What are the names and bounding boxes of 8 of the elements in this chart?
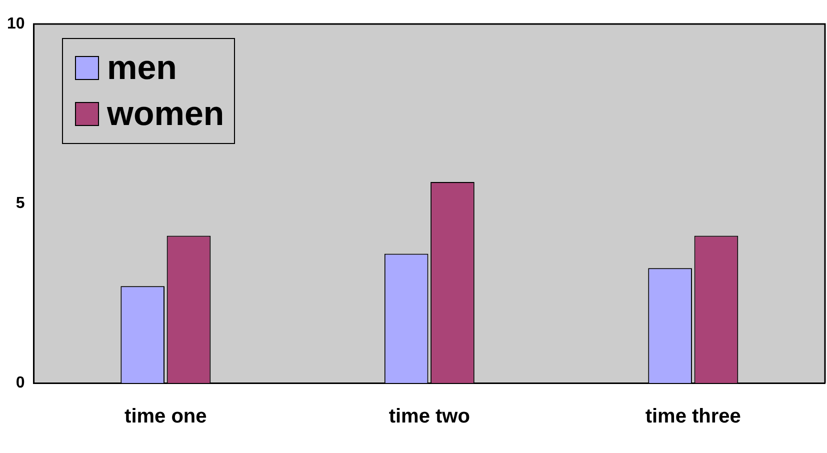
y-tick-label: 0	[16, 374, 25, 392]
legend-label: women	[107, 94, 224, 135]
x-tick-label: time two	[388, 406, 470, 428]
y-tick-label: 5	[16, 194, 25, 212]
x-tick-label: time one	[124, 406, 207, 428]
y-tick-label: 10	[7, 15, 25, 32]
legend-label: men	[107, 48, 177, 89]
x-tick-label: time three	[645, 406, 741, 428]
